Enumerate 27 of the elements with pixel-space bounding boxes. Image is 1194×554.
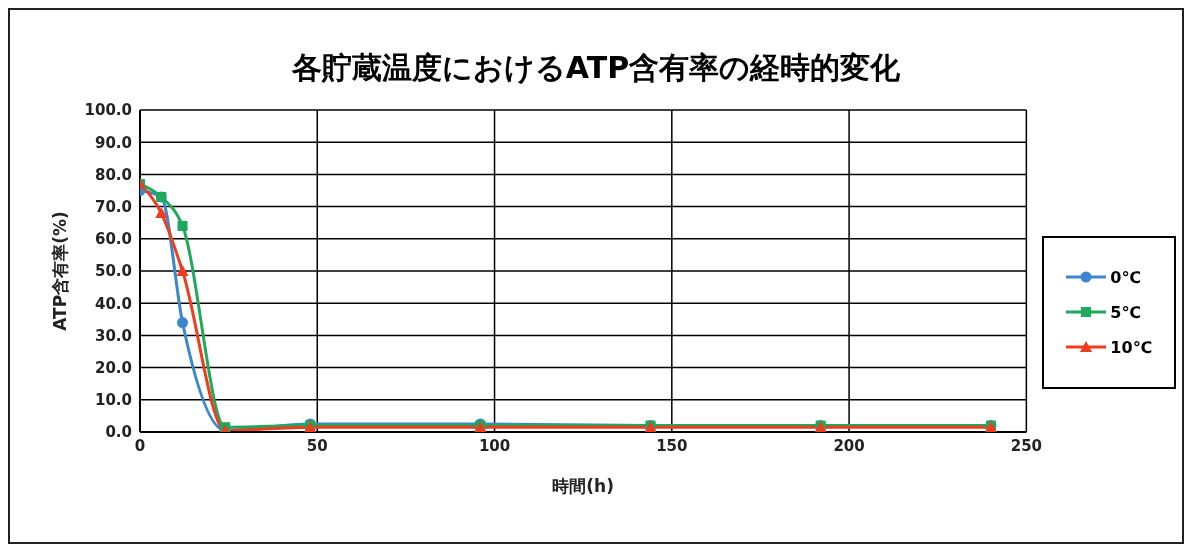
legend-label: 5℃ [1110, 302, 1141, 322]
y-tick-label: 40.0 [94, 294, 132, 313]
x-tick-label: 0 [134, 436, 146, 455]
y-tick-label: 10.0 [94, 391, 132, 410]
y-tick-label: 30.0 [94, 326, 132, 345]
y-tick-label: 100.0 [84, 101, 132, 120]
x-axis-title: 時間(h) [552, 476, 615, 496]
y-tick-label: 70.0 [94, 197, 132, 216]
chart-title: 各貯蔵温度におけるATP含有率の経時的変化 [290, 49, 902, 87]
point [155, 207, 168, 219]
y-tick-label: 50.0 [94, 262, 132, 281]
x-tick-label: 200 [833, 436, 865, 455]
legend-label: 0℃ [1110, 267, 1141, 287]
y-tick-label: 0.0 [105, 423, 132, 442]
x-tick-label: 150 [656, 436, 688, 455]
y-tick-label: 20.0 [94, 358, 132, 377]
point [177, 220, 188, 231]
point [176, 265, 189, 276]
y-tick-label: 90.0 [94, 133, 132, 152]
legend-label: 10℃ [1110, 337, 1152, 357]
point [177, 317, 189, 329]
x-tick-label: 250 [1010, 436, 1043, 455]
y-tick-label: 60.0 [94, 230, 132, 249]
x-tick-label: 100 [478, 436, 511, 455]
y-tick-label: 80.0 [94, 165, 132, 184]
x-tick-label: 50 [306, 436, 328, 455]
y-axis-title: ATP含有率(%) [50, 211, 71, 331]
